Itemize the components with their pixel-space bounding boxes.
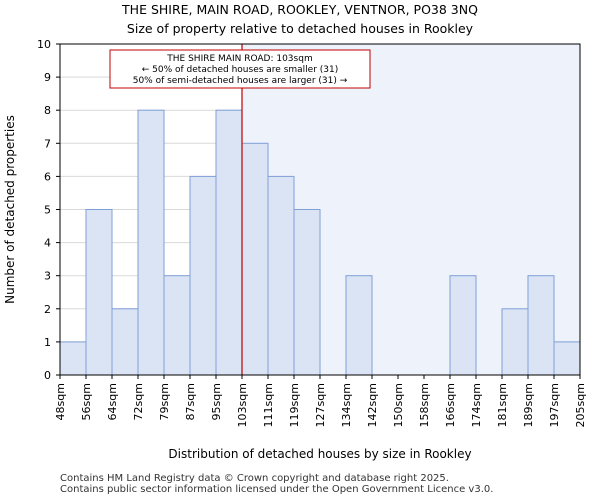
x-tick-label: 103sqm: [236, 383, 249, 427]
histogram-bar-119sqm: [293, 209, 321, 376]
x-tick-label: 127sqm: [314, 383, 327, 427]
x-tick-label: 158sqm: [418, 383, 431, 427]
y-tick-label: 5: [44, 204, 51, 217]
y-tick-label: 3: [44, 270, 51, 283]
x-tick-label: 181sqm: [496, 383, 509, 427]
chart-subtitle: Size of property relative to detached ho…: [126, 21, 474, 36]
histogram-bar-87sqm: [189, 175, 217, 376]
y-tick-label: 1: [44, 336, 51, 349]
x-tick-label: 205sqm: [574, 383, 587, 427]
histogram-bar-48sqm: [59, 341, 87, 376]
histogram-bar-181sqm: [501, 308, 529, 376]
histogram-bar-56sqm: [85, 209, 113, 376]
histogram-bar-103sqm: [241, 142, 269, 376]
chart-title: THE SHIRE, MAIN ROAD, ROOKLEY, VENTNOR, …: [122, 2, 478, 17]
x-tick-label: 64sqm: [106, 383, 119, 420]
histogram-chart: THE SHIRE MAIN ROAD: 103sqm ← 50% of det…: [3, 38, 587, 461]
y-tick-label: 0: [44, 369, 51, 382]
x-tick-label: 95sqm: [210, 383, 223, 420]
x-tick-label: 87sqm: [184, 383, 197, 420]
x-tick-label: 142sqm: [366, 383, 379, 427]
x-tick-label: 197sqm: [548, 383, 561, 427]
x-tick-label: 189sqm: [522, 383, 535, 427]
footer-licence: Contains public sector information licen…: [60, 484, 494, 495]
y-tick-label: 8: [44, 104, 51, 117]
histogram-bar-72sqm: [137, 109, 165, 376]
y-tick-label: 4: [44, 237, 51, 250]
x-tick-label: 134sqm: [340, 383, 353, 427]
x-tick-label: 111sqm: [262, 383, 275, 427]
y-tick-label: 7: [44, 137, 51, 150]
x-tick-label: 79sqm: [158, 383, 171, 420]
x-axis-label: Distribution of detached houses by size …: [168, 447, 471, 461]
histogram-bar-166sqm: [449, 275, 477, 376]
x-tick-label: 174sqm: [470, 383, 483, 427]
x-tick-label: 48sqm: [54, 383, 67, 420]
annotation-line-2: ← 50% of detached houses are smaller (31…: [142, 65, 339, 75]
x-tick-label: 72sqm: [132, 383, 145, 420]
x-tick-label: 119sqm: [288, 383, 301, 427]
histogram-bar-197sqm: [553, 341, 581, 376]
footer-copyright: Contains HM Land Registry data © Crown c…: [60, 473, 449, 484]
histogram-bar-95sqm: [215, 109, 243, 376]
y-tick-label: 9: [44, 71, 51, 84]
y-tick-label: 2: [44, 303, 51, 316]
annotation-box: THE SHIRE MAIN ROAD: 103sqm ← 50% of det…: [109, 49, 371, 89]
annotation-line-3: 50% of semi-detached houses are larger (…: [133, 76, 348, 86]
x-tick-label: 56sqm: [80, 383, 93, 420]
histogram-bar-79sqm: [163, 275, 191, 376]
y-tick-label: 6: [44, 170, 51, 183]
x-tick-label: 166sqm: [444, 383, 457, 427]
x-tick-label: 150sqm: [392, 383, 405, 427]
y-axis-label: Number of detached properties: [3, 115, 17, 304]
histogram-bar-189sqm: [527, 275, 555, 376]
y-tick-label: 10: [37, 38, 51, 51]
histogram-bar-64sqm: [111, 308, 139, 376]
annotation-line-1: THE SHIRE MAIN ROAD: 103sqm: [166, 54, 312, 64]
histogram-bar-111sqm: [267, 175, 295, 376]
histogram-bar-134sqm: [345, 275, 373, 376]
